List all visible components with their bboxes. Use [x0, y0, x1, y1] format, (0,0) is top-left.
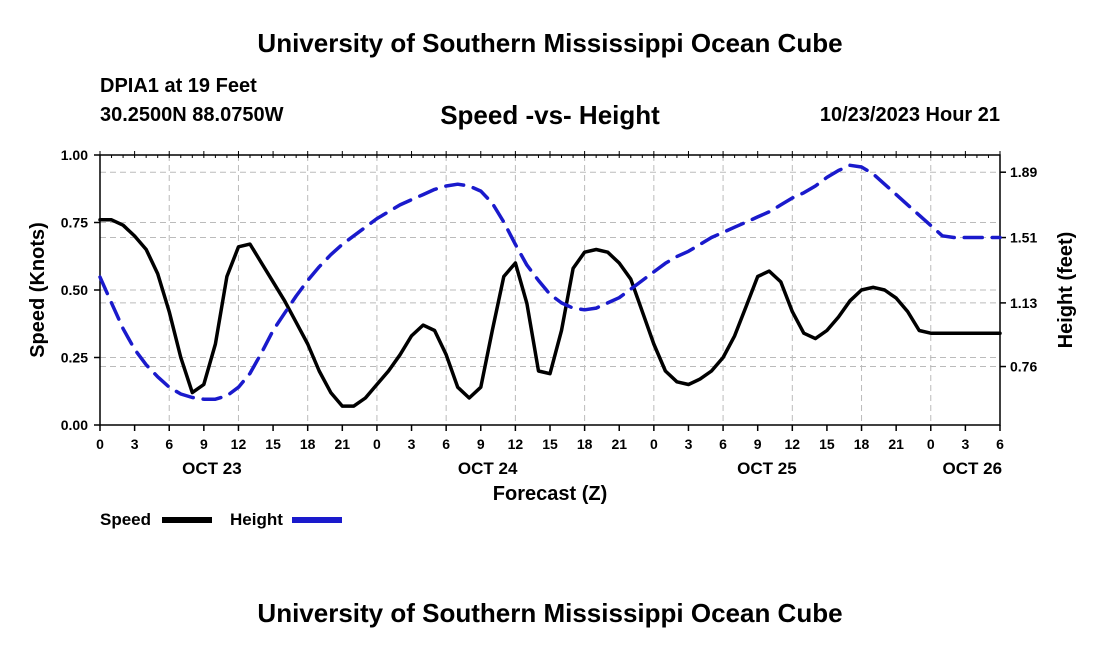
- y-right-tick-label: 1.51: [1010, 230, 1037, 246]
- x-tick-label: 3: [408, 436, 416, 452]
- x-tick-label: 0: [927, 436, 935, 452]
- x-tick-label: 0: [650, 436, 658, 452]
- x-tick-label: 9: [477, 436, 485, 452]
- x-tick-label: 21: [611, 436, 627, 452]
- x-tick-label: 9: [200, 436, 208, 452]
- x-tick-label: 9: [754, 436, 762, 452]
- legend: Speed Height: [100, 510, 342, 529]
- y-left-tick-label: 0.50: [61, 282, 88, 298]
- x-tick-label: 15: [265, 436, 281, 452]
- date-label: OCT 24: [458, 459, 518, 478]
- y-right-tick-label: 0.76: [1010, 359, 1037, 375]
- y-right-tick-label: 1.89: [1010, 164, 1037, 180]
- axes: 0.00 0.25 0.50 0.75 1.00 0.76 1.13 1.51 1.89 0 3 6 9…: [61, 147, 1038, 478]
- x-tick-label: 15: [819, 436, 835, 452]
- forecast-datetime: 10/23/2023 Hour 21: [819, 104, 1000, 126]
- x-tick-label: 18: [300, 436, 316, 452]
- series: [98, 163, 1002, 408]
- x-tick-label: 12: [785, 436, 801, 452]
- date-label: OCT 26: [943, 459, 1003, 478]
- x-tick-label: 15: [542, 436, 558, 452]
- y-axis-right-label: Height (feet): [1055, 232, 1077, 349]
- x-tick-label: 3: [685, 436, 693, 452]
- x-axis-label: Forecast (Z): [493, 483, 607, 505]
- chart-subtitle: Speed -vs- Height: [440, 100, 660, 130]
- x-tick-label: 12: [231, 436, 247, 452]
- x-tick-label: 0: [96, 436, 104, 452]
- y-right-tick-label: 1.13: [1010, 295, 1037, 311]
- legend-height-label: Height: [230, 510, 283, 529]
- x-tick-label: 6: [719, 436, 727, 452]
- footer-title: University of Southern Mississippi Ocean…: [257, 598, 843, 628]
- chart-title: University of Southern Mississippi Ocean…: [257, 28, 843, 58]
- x-tick-label: 0: [373, 436, 381, 452]
- speed-height-chart: 0.00 0.25 0.50 0.75 1.00 0.76 1.13 1.51 1.89 0 3 6 9…: [27, 147, 1077, 529]
- x-tick-label: 18: [577, 436, 593, 452]
- y-left-tick-label: 1.00: [61, 147, 88, 163]
- legend-speed-label: Speed: [100, 510, 151, 529]
- x-tick-label: 12: [508, 436, 524, 452]
- x-tick-label: 3: [961, 436, 969, 452]
- x-tick-label: 6: [165, 436, 173, 452]
- date-label: OCT 25: [737, 459, 797, 478]
- y-left-tick-label: 0.25: [61, 350, 88, 366]
- speed-series-line: [98, 218, 1002, 408]
- y-left-tick-label: 0.00: [61, 417, 88, 433]
- y-left-tick-label: 0.75: [61, 215, 88, 231]
- height-series-line: [98, 163, 1002, 401]
- station-label: DPIA1 at 19 Feet: [100, 75, 257, 97]
- grid: [100, 155, 1000, 425]
- x-tick-label: 3: [131, 436, 139, 452]
- x-tick-label: 18: [854, 436, 870, 452]
- y-axis-left-label: Speed (Knots): [27, 222, 49, 358]
- date-label: OCT 23: [182, 459, 242, 478]
- x-tick-label: 6: [442, 436, 450, 452]
- x-tick-label: 21: [888, 436, 904, 452]
- x-tick-label: 21: [335, 436, 351, 452]
- x-tick-label: 6: [996, 436, 1004, 452]
- station-coordinates: 30.2500N 88.0750W: [100, 104, 284, 126]
